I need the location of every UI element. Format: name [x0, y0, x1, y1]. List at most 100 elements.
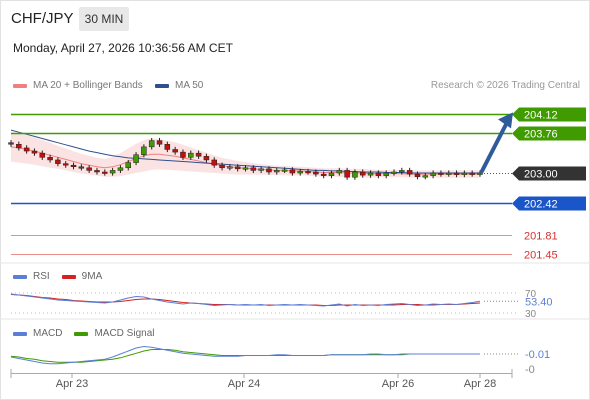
legend-macd: MACD MACD Signal: [13, 328, 154, 339]
research-credit: Research © 2026 Trading Central: [430, 80, 580, 91]
candle-body: [266, 168, 272, 173]
candle-body: [16, 144, 22, 149]
x-tick-label: Apr 26: [382, 378, 414, 390]
candle-body: [78, 166, 85, 169]
timestamp: Monday, April 27, 2026 10:36:56 AM CET: [13, 41, 233, 55]
candle-body: [234, 166, 241, 170]
candle-body: [313, 171, 319, 175]
candle-body: [172, 149, 178, 153]
candle-body: [281, 169, 288, 172]
candle-body: [430, 172, 436, 176]
candle-body: [55, 159, 61, 164]
candle-body: [148, 140, 155, 148]
forecast-arrow-shaft: [480, 122, 508, 174]
candle-body: [352, 171, 358, 178]
candle-body: [70, 164, 77, 168]
legend-rsi: RSI 9MA: [13, 271, 102, 282]
symbol-title: CHF/JPY: [11, 10, 74, 27]
forecast-arrow-head: [498, 112, 513, 129]
candle-body: [8, 142, 14, 145]
macd-last-value: -0.01: [525, 349, 550, 361]
candle-body: [180, 151, 186, 158]
candle-body: [344, 170, 350, 178]
candle-body: [86, 167, 92, 171]
candle-body: [102, 171, 108, 174]
candle-body: [195, 152, 202, 157]
level-tag-label: 203.00: [524, 169, 558, 181]
candle-body: [156, 140, 163, 145]
legend-ma50-label: MA 50: [175, 80, 204, 91]
candle-body: [219, 164, 225, 169]
interval-button[interactable]: 30 MIN: [79, 7, 129, 31]
rsi-swatch: [13, 274, 27, 279]
candle-body: [297, 171, 303, 174]
rsi-ma-swatch: [61, 274, 76, 279]
rsi-last-value: 53.40: [525, 296, 553, 308]
rsi-ma-line: [10, 294, 481, 306]
legend-rsi-ma-label: 9MA: [81, 271, 103, 282]
x-tick-label: Apr 28: [464, 378, 496, 390]
candle-body: [438, 172, 444, 175]
candle-body: [461, 172, 468, 175]
candle-body: [305, 171, 311, 174]
level-tag-label: 203.76: [524, 129, 558, 141]
candle-body: [328, 172, 335, 176]
candle-body: [250, 167, 257, 171]
level-tag-label: 202.42: [524, 199, 558, 211]
level-label: 201.45: [524, 250, 558, 262]
candle-body: [391, 171, 397, 174]
legend-macd-label: MACD: [33, 328, 63, 339]
candle-body: [109, 170, 116, 174]
candle-body: [320, 173, 327, 176]
macd-swatch: [13, 331, 27, 336]
macd-line: [10, 345, 480, 365]
candle-body: [453, 172, 460, 175]
candle-body: [414, 173, 421, 177]
candle-body: [367, 172, 374, 176]
candle-body: [47, 157, 53, 161]
candle-body: [375, 172, 382, 176]
legend-ma50: MA 50: [155, 80, 203, 91]
rsi-line: [10, 293, 481, 307]
bollinger-swatch: [13, 83, 27, 88]
rsi-tick-label: 30: [525, 309, 537, 320]
candle-body: [164, 144, 171, 150]
candle-body: [141, 146, 147, 155]
candle-body: [445, 172, 452, 175]
candle-body: [23, 147, 30, 152]
legend-rsi-label: RSI: [33, 271, 50, 282]
candle-body: [211, 159, 217, 166]
candle-body: [94, 170, 100, 173]
candle-body: [258, 168, 264, 171]
candle-body: [62, 163, 69, 166]
candle-body: [422, 175, 429, 178]
x-tick-label: Apr 23: [56, 378, 88, 390]
level-tag: [512, 196, 586, 211]
candle-body: [188, 152, 194, 158]
candle-body: [383, 172, 389, 176]
candle-body: [406, 170, 413, 175]
level-label: 201.81: [524, 231, 558, 243]
candle-body: [125, 162, 131, 169]
candle-body: [203, 156, 210, 161]
candle-body: [360, 171, 366, 176]
ma50-swatch: [155, 83, 169, 88]
candle-body: [274, 170, 280, 173]
level-tag-label: 204.12: [524, 110, 558, 122]
macd-tick-label: -0: [525, 364, 535, 376]
candle-body: [227, 166, 233, 169]
legend-macd-signal-label: MACD Signal: [94, 328, 155, 339]
level-tag: [512, 126, 586, 141]
candle-body: [336, 170, 343, 174]
level-tag: [512, 166, 586, 181]
rsi-tick-label: 70: [525, 289, 537, 300]
candle-body: [117, 167, 124, 171]
x-tick-label: Apr 24: [228, 378, 260, 390]
macd-signal-swatch: [74, 331, 89, 336]
candle-body: [289, 169, 296, 174]
level-tag: [512, 107, 586, 122]
candle-body: [399, 170, 405, 173]
candle-body: [133, 154, 139, 163]
legend-bollinger-label: MA 20 + Bollinger Bands: [33, 80, 143, 91]
